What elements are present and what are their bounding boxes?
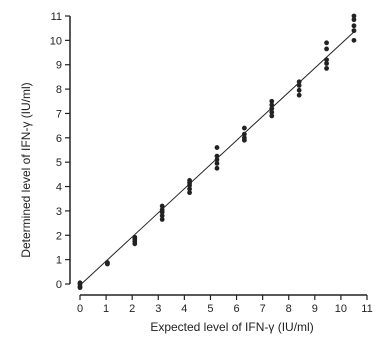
data-point (214, 165, 220, 171)
y-tick-label: 7 (56, 108, 62, 120)
y-tick-label: 0 (56, 279, 62, 291)
ticks: 0 1 2 3 4 5 6 7 8 9 10 11 0 1 2 3 4 5 6 7 8 9 10 11 (50, 11, 373, 315)
data-point (269, 106, 275, 111)
x-tick-label: 2 (129, 303, 135, 315)
x-axis-title: Expected level of IFN-γ (IU/ml) (150, 320, 313, 334)
y-tick-label: 2 (56, 230, 62, 242)
data-point (214, 161, 220, 166)
axes (69, 16, 367, 296)
y-tick-label: 10 (50, 35, 62, 47)
data-point (241, 135, 247, 141)
x-tick-label: 9 (312, 303, 318, 315)
data-point (159, 213, 165, 219)
data-point (132, 234, 138, 240)
data-point (241, 131, 247, 137)
x-tick-label: 8 (286, 303, 292, 315)
y-tick-label: 5 (56, 157, 62, 169)
x-tick-label: 11 (361, 303, 372, 315)
data-point (214, 157, 220, 163)
data-points (77, 13, 357, 291)
data-point (269, 102, 275, 108)
data-point (159, 207, 165, 213)
x-tick-label: 7 (260, 303, 266, 315)
y-tick-label: 1 (56, 255, 62, 267)
x-tick-label: 0 (77, 303, 83, 315)
x-tick-label: 10 (335, 303, 347, 315)
data-point (351, 17, 357, 23)
data-point (296, 83, 302, 88)
data-point (269, 98, 275, 104)
y-axis-title: Determined level of IFN-γ (IU/ml) (19, 82, 33, 257)
x-tick-label: 4 (181, 303, 187, 315)
y-tick-label: 9 (56, 60, 62, 72)
data-point (241, 125, 247, 131)
data-point (214, 145, 220, 150)
data-point (296, 92, 302, 98)
x-tick-label: 1 (103, 303, 109, 315)
data-point (324, 65, 329, 71)
y-tick-label: 6 (56, 133, 62, 145)
data-point (159, 217, 165, 222)
x-tick-label: 6 (233, 303, 239, 315)
y-tick-label: 8 (56, 84, 62, 96)
data-point (159, 203, 165, 209)
data-point (269, 113, 275, 119)
data-point (324, 40, 329, 46)
data-point (104, 260, 110, 265)
data-point (351, 37, 357, 43)
data-point (187, 186, 192, 192)
data-point (214, 153, 220, 159)
data-point (324, 57, 329, 63)
data-point (77, 280, 83, 286)
data-point (351, 13, 357, 19)
y-tick-label: 4 (56, 182, 62, 194)
x-tick-label: 5 (207, 303, 213, 315)
data-point (296, 87, 302, 93)
data-point (324, 46, 329, 52)
y-tick-label: 11 (51, 11, 62, 23)
data-point (77, 285, 83, 291)
data-point (324, 61, 329, 66)
data-point (187, 178, 192, 183)
data-point (351, 23, 357, 29)
data-point (296, 79, 302, 85)
y-tick-label: 3 (56, 206, 62, 218)
data-point (351, 28, 357, 34)
data-point (187, 190, 192, 196)
data-point (269, 109, 275, 115)
x-tick-label: 3 (155, 303, 161, 315)
